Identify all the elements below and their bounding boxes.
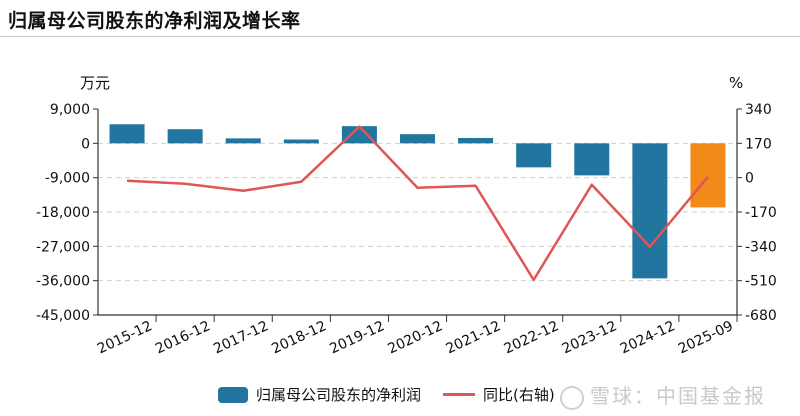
right-tick-label: 170 xyxy=(745,136,772,152)
right-tick-label: -510 xyxy=(745,274,777,290)
left-axis-unit: 万元 xyxy=(80,74,110,92)
legend-line-swatch xyxy=(443,393,476,396)
bar-2017-12[interactable] xyxy=(225,138,261,144)
legend-bar-swatch xyxy=(218,386,248,403)
bar-2025-09[interactable] xyxy=(690,143,726,208)
x-tick-label: 2024-12 xyxy=(618,318,678,357)
right-tick-label: -170 xyxy=(745,205,777,221)
bar-2022-12[interactable] xyxy=(516,143,552,168)
left-tick-label: 9,000 xyxy=(50,102,90,118)
x-tick-label: 2019-12 xyxy=(327,318,387,357)
bar-2018-12[interactable] xyxy=(283,139,319,144)
right-tick-label: -340 xyxy=(745,239,777,255)
left-tick-label: -27,000 xyxy=(36,239,90,255)
x-tick-label: 2020-12 xyxy=(385,318,445,357)
right-tick-label: 340 xyxy=(745,102,772,118)
x-tick-label: 2018-12 xyxy=(269,318,329,357)
bar-2024-12[interactable] xyxy=(632,143,668,279)
right-tick-label: -680 xyxy=(745,308,777,324)
x-tick-label: 2015-12 xyxy=(95,318,155,357)
right-tick-label: 0 xyxy=(745,171,754,187)
legend: 归属母公司股东的净利润 同比(右轴) xyxy=(218,384,555,405)
legend-bar-label: 归属母公司股东的净利润 xyxy=(256,386,422,404)
x-tick-label: 2022-12 xyxy=(502,318,562,357)
bar-2021-12[interactable] xyxy=(458,137,494,144)
x-tick-label: 2016-12 xyxy=(153,318,213,357)
watermark: 雪球：中国基金报 xyxy=(560,380,766,410)
bar-2023-12[interactable] xyxy=(574,143,610,176)
bar-2020-12[interactable] xyxy=(400,134,435,144)
bar-2016-12[interactable] xyxy=(167,129,203,144)
bar-2015-12[interactable] xyxy=(109,124,145,144)
x-tick-label: 2025-09 xyxy=(676,318,736,357)
x-tick-label: 2021-12 xyxy=(444,318,504,357)
yoy-line[interactable] xyxy=(126,125,709,282)
chart-title: 归属母公司股东的净利润及增长率 xyxy=(8,10,301,32)
left-tick-label: -18,000 xyxy=(36,205,90,221)
watermark-text: 雪球：中国基金报 xyxy=(590,384,766,408)
right-axis-unit: % xyxy=(729,74,743,92)
legend-line-label: 同比(右轴) xyxy=(483,386,555,404)
bar-2019-12[interactable] xyxy=(341,126,377,144)
left-tick-label: -36,000 xyxy=(36,274,90,290)
left-tick-label: -45,000 xyxy=(36,308,90,324)
left-tick-label: -9,000 xyxy=(45,171,90,187)
title-divider xyxy=(0,36,800,37)
left-tick-label: 0 xyxy=(81,136,90,152)
x-tick-label: 2017-12 xyxy=(211,318,271,357)
x-tick-label: 2023-12 xyxy=(560,318,620,357)
snowball-logo-icon xyxy=(560,385,584,410)
